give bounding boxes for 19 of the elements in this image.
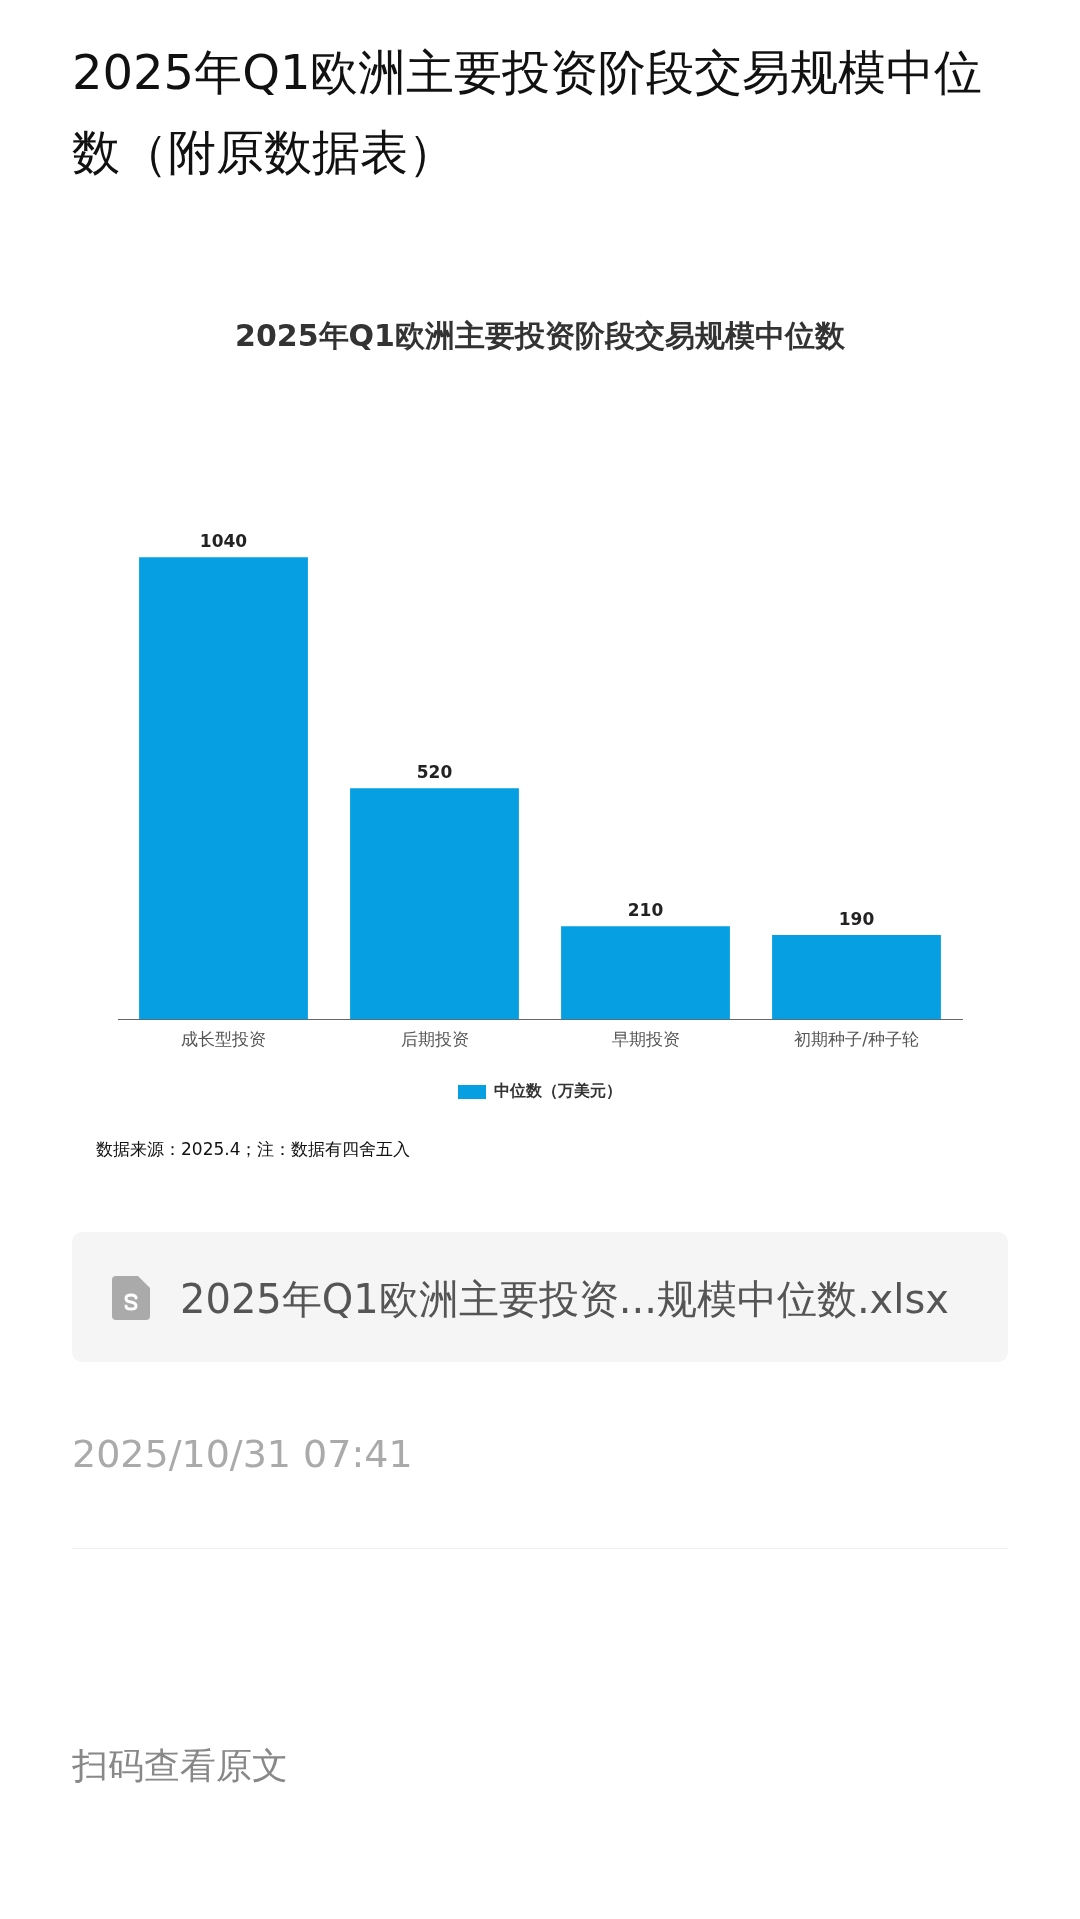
x-tick-label: 早期投资 bbox=[611, 1029, 680, 1050]
legend-label: 中位数（万美元） bbox=[494, 1081, 622, 1101]
bar bbox=[561, 926, 730, 1020]
chart-title: 2025年Q1欧洲主要投资阶段交易规模中位数（附原数据表） bbox=[72, 43, 984, 182]
chart-subtitle: 2025年Q1欧洲主要投资阶段交易规模中位数 bbox=[235, 317, 846, 353]
bar bbox=[139, 557, 308, 1020]
bar bbox=[350, 788, 519, 1020]
data-label: 1040 bbox=[199, 531, 248, 552]
text: 2025年Q1欧洲主要投资...规模中位数.xlsx bbox=[180, 1275, 949, 1324]
text: 2025/10/31 07:41 bbox=[72, 1432, 413, 1476]
x-tick-label: 初期种子/种子轮 bbox=[794, 1029, 919, 1050]
x-tick-label: 后期投资 bbox=[400, 1029, 469, 1050]
data-label: 190 bbox=[838, 909, 875, 930]
bar bbox=[772, 935, 941, 1020]
text: 扫码查看原文 bbox=[72, 1744, 288, 1788]
source-note: 数据来源：2025.4；注：数据有四舍五入 bbox=[96, 1138, 411, 1161]
x-tick-label: 成长型投资 bbox=[181, 1029, 266, 1050]
data-label: 210 bbox=[627, 900, 664, 921]
data-label: 520 bbox=[416, 762, 453, 783]
